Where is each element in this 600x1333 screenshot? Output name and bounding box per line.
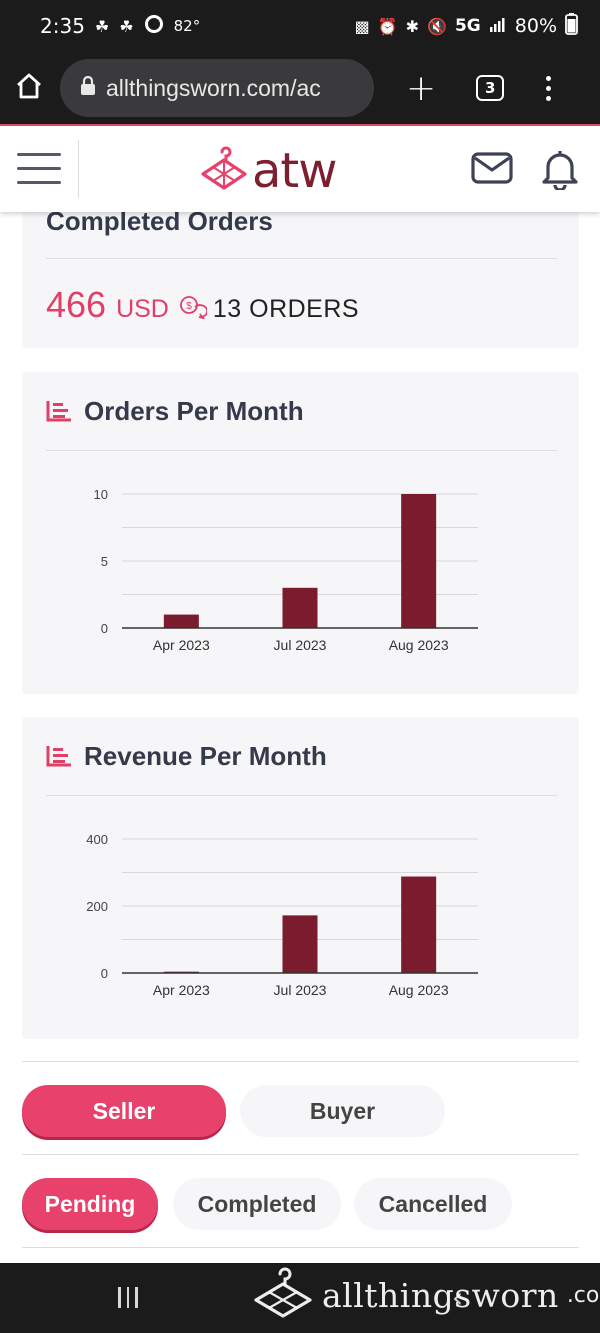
y-tick-label: 5 — [101, 554, 108, 569]
back-button[interactable]: ‹ — [452, 1281, 464, 1314]
lock-icon — [80, 75, 96, 102]
svg-text:$: $ — [186, 301, 192, 312]
card-divider — [46, 258, 557, 259]
completed-orders-card: Completed Orders 466 USD $ 13 ORDERS — [22, 198, 579, 348]
notification-icon: ▩ — [354, 16, 370, 36]
bar-chart-icon — [46, 400, 72, 427]
snapchat-icon-2: ☘ — [119, 16, 134, 36]
money-chat-icon: $ — [179, 295, 208, 324]
browser-menu-button[interactable] — [546, 75, 552, 101]
bar-jul-2023 — [282, 915, 318, 973]
browser-toolbar: allthingsworn.com/ac + 3 — [0, 52, 600, 124]
section-divider — [22, 1061, 579, 1062]
currency-label: USD — [116, 295, 169, 323]
bar-jul-2023 — [282, 587, 318, 628]
header-divider — [78, 140, 79, 198]
signal-icon — [489, 15, 507, 37]
home-icon[interactable] — [14, 71, 44, 106]
order-count: 13 ORDERS — [212, 295, 360, 323]
card-divider — [46, 450, 557, 451]
section-divider — [22, 1247, 579, 1248]
alarm-icon: ⏰ — [377, 16, 398, 36]
mail-icon[interactable] — [471, 152, 513, 189]
bar-apr-2023 — [163, 614, 199, 628]
address-bar[interactable]: allthingsworn.com/ac — [60, 59, 374, 117]
x-tick-label: Apr 2023 — [153, 637, 210, 653]
revenue-per-month-card: Revenue Per Month 0 200 400 Apr 2023 Jul 202… — [22, 717, 579, 1039]
x-tick-label: Aug 2023 — [389, 982, 449, 998]
section-divider — [22, 1154, 579, 1155]
tab-completed[interactable]: Completed — [173, 1178, 341, 1230]
battery-icon — [565, 12, 578, 40]
logo-text: atw — [252, 142, 337, 199]
orders-per-month-card: Orders Per Month 0 5 10 Apr 2023 Jul 2023 Aug… — [22, 372, 579, 694]
y-tick-label: 10 — [94, 487, 108, 502]
weather-ring-icon — [144, 14, 164, 38]
battery-percent: 80% — [514, 15, 557, 37]
bar-aug-2023 — [401, 876, 437, 973]
tab-seller[interactable]: Seller — [22, 1085, 226, 1137]
status-time: 2:35 — [40, 14, 85, 38]
x-tick-label: Jul 2023 — [274, 637, 327, 653]
tab-switcher-button[interactable]: 3 — [476, 75, 505, 101]
site-header: atw — [0, 126, 600, 212]
site-logo[interactable]: atw — [200, 142, 337, 199]
status-bar: 2:35 ☘ ☘ 82° ▩ ⏰ ✱ 🔇 5G 80% — [0, 0, 600, 52]
card-divider — [46, 795, 557, 796]
url-text: allthingsworn.com/ac — [106, 74, 321, 101]
watermark-suffix: .com — [566, 1283, 600, 1308]
recent-apps-button[interactable] — [118, 1287, 138, 1308]
y-tick-label: 200 — [86, 899, 108, 914]
revenue-bar-chart: 0 200 400 Apr 2023 Jul 2023 Aug 2023 — [86, 832, 478, 998]
tab-cancelled[interactable]: Cancelled — [354, 1178, 512, 1230]
new-tab-button[interactable]: + — [406, 67, 437, 109]
network-type: 5G — [454, 16, 481, 36]
mute-icon: 🔇 — [427, 16, 447, 36]
orders-bar-chart: 0 5 10 Apr 2023 Jul 2023 Aug 2023 — [94, 487, 478, 653]
x-tick-label: Jul 2023 — [274, 982, 327, 998]
tab-buyer[interactable]: Buyer — [240, 1085, 445, 1137]
watermark-text: allthingsworn — [322, 1276, 559, 1315]
bluetooth-icon: ✱ — [405, 16, 420, 36]
total-amount: 466 — [46, 284, 107, 325]
y-tick-label: 400 — [86, 832, 108, 847]
android-nav-bar: ‹ — [0, 1263, 600, 1333]
header-accent-line — [0, 124, 600, 126]
y-tick-label: 0 — [101, 621, 108, 636]
bar-aug-2023 — [401, 494, 437, 628]
hamburger-menu-icon[interactable] — [17, 153, 61, 184]
bar-chart-icon — [46, 745, 72, 772]
hanger-logo-icon — [200, 142, 248, 199]
orders-chart-title: Orders Per Month — [84, 396, 304, 426]
tab-pending[interactable]: Pending — [22, 1178, 158, 1230]
x-tick-label: Aug 2023 — [389, 637, 449, 653]
hanger-watermark-icon — [250, 1264, 316, 1327]
y-tick-label: 0 — [101, 966, 108, 981]
x-tick-label: Apr 2023 — [153, 982, 210, 998]
completed-orders-stats: 466 USD $ 13 ORDERS — [46, 284, 359, 326]
snapchat-icon: ☘ — [94, 16, 110, 36]
temperature: 82° — [173, 17, 201, 35]
watermark: allthingsworn .com — [250, 1264, 600, 1327]
revenue-chart-title: Revenue Per Month — [84, 741, 327, 771]
bell-icon[interactable] — [541, 148, 579, 195]
